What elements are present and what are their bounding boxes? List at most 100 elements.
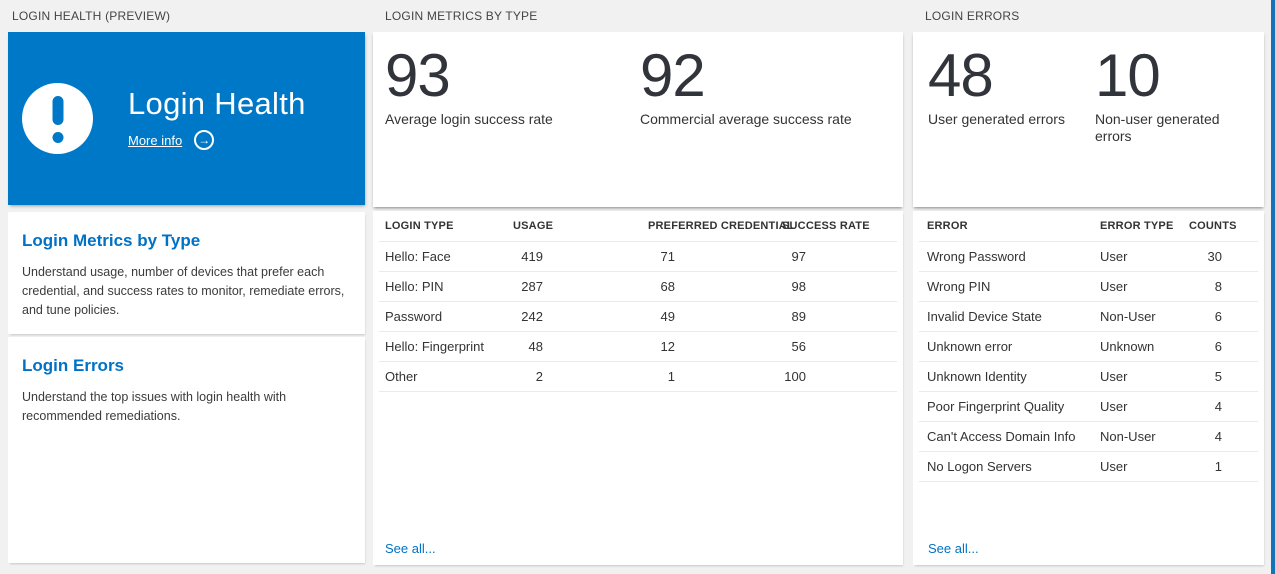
table-cell: 97 xyxy=(791,249,806,264)
nav-tile-title: Login Metrics by Type xyxy=(22,231,201,250)
table-row: Poor Fingerprint Quality User 4 xyxy=(919,392,1258,422)
table-cell: 4 xyxy=(1214,399,1222,414)
section-header-login-errors: LOGIN ERRORS xyxy=(925,9,1020,23)
table-cell: 1 xyxy=(667,369,675,384)
column-header-error-type: ERROR TYPE xyxy=(1100,220,1174,232)
more-info-row: More info → xyxy=(128,130,306,151)
stat-average-success-rate: 93 Average login success rate xyxy=(385,46,640,207)
login-metrics-table: LOGIN TYPE USAGE PREFERRED CREDENTIAL SU… xyxy=(379,211,897,392)
table-cell: 1 xyxy=(1214,459,1222,474)
stat-label: User generated errors xyxy=(928,111,1065,127)
stat-non-user-generated-errors: 10 Non-user generated errors xyxy=(1095,46,1235,207)
table-cell: Wrong Password xyxy=(927,249,1026,264)
table-cell: 71 xyxy=(660,249,675,264)
see-all-link-errors[interactable]: See all... xyxy=(928,541,979,556)
table-row: Hello: Face 419 71 97 xyxy=(379,242,897,272)
table-cell: 6 xyxy=(1214,309,1222,324)
login-errors-stats-tile: 48 User generated errors 10 Non-user gen… xyxy=(913,32,1264,207)
login-errors-table-tile: ERROR ERROR TYPE COUNTS Wrong Password Us… xyxy=(913,211,1264,565)
table-row: Unknown error Unknown 6 xyxy=(919,332,1258,362)
table-cell: 8 xyxy=(1214,279,1222,294)
table-row: Can't Access Domain Info Non-User 4 xyxy=(919,422,1258,452)
stat-value: 48 xyxy=(928,42,994,109)
table-cell: 30 xyxy=(1207,249,1222,264)
table-row: No Logon Servers User 1 xyxy=(919,452,1258,482)
page-title: Login Health xyxy=(128,85,306,121)
table-row: Unknown Identity User 5 xyxy=(919,362,1258,392)
arrow-right-icon[interactable]: → xyxy=(194,130,215,151)
nav-tile-description: Understand usage, number of devices that… xyxy=(22,265,345,317)
stat-commercial-success-rate: 92 Commercial average success rate xyxy=(640,46,852,207)
table-cell: User xyxy=(1100,249,1128,264)
table-cell: Wrong PIN xyxy=(927,279,991,294)
table-cell: 100 xyxy=(784,369,806,384)
table-cell: 49 xyxy=(660,309,675,324)
table-row: Hello: PIN 287 68 98 xyxy=(379,272,897,302)
column-header-counts: COUNTS xyxy=(1189,220,1237,232)
stat-value: 10 xyxy=(1095,42,1161,109)
stat-label: Commercial average success rate xyxy=(640,111,852,127)
login-metrics-stats-tile: 93 Average login success rate 92 Commerc… xyxy=(373,32,903,207)
table-cell: Hello: Face xyxy=(385,249,451,264)
column-header-success-rate: SUCCESS RATE xyxy=(782,220,870,232)
table-header-row: ERROR ERROR TYPE COUNTS xyxy=(919,211,1258,242)
login-errors-column: LOGIN ERRORS 48 User generated errors 10… xyxy=(913,0,1264,565)
table-cell: Invalid Device State xyxy=(927,309,1042,324)
table-cell: 68 xyxy=(660,279,675,294)
login-health-hero-card[interactable]: Login Health More info → xyxy=(8,32,365,205)
table-cell: Hello: Fingerprint xyxy=(385,339,484,354)
table-cell: Unknown xyxy=(1100,339,1155,354)
table-cell: 287 xyxy=(521,279,543,294)
stat-label: Average login success rate xyxy=(385,111,553,127)
table-header-row: LOGIN TYPE USAGE PREFERRED CREDENTIAL SU… xyxy=(379,211,897,242)
login-metrics-table-tile: LOGIN TYPE USAGE PREFERRED CREDENTIAL SU… xyxy=(373,211,903,565)
hero-text-block: Login Health More info → xyxy=(128,85,306,151)
nav-tile-description: Understand the top issues with login hea… xyxy=(22,390,287,423)
stat-label: Non-user generated errors xyxy=(1095,111,1220,144)
nav-tile-login-metrics[interactable]: Login Metrics by Type Understand usage, … xyxy=(8,212,365,334)
column-header-usage: USAGE xyxy=(513,220,554,232)
table-cell: 6 xyxy=(1214,339,1222,354)
nav-tile-title: Login Errors xyxy=(22,356,125,375)
table-row: Password 242 49 89 xyxy=(379,302,897,332)
table-cell: 419 xyxy=(521,249,543,264)
login-metrics-column: LOGIN METRICS BY TYPE 93 Average login s… xyxy=(373,0,903,565)
table-cell: Unknown Identity xyxy=(927,369,1027,384)
table-cell: 242 xyxy=(521,309,543,324)
table-cell: 48 xyxy=(528,339,543,354)
column-header-login-type: LOGIN TYPE xyxy=(385,220,454,232)
table-cell: Password xyxy=(385,309,443,324)
see-all-link-metrics[interactable]: See all... xyxy=(385,541,436,556)
table-body: Wrong Password User 30 Wrong PIN User 8 Invali… xyxy=(919,242,1258,482)
stat-user-generated-errors: 48 User generated errors xyxy=(928,46,1095,207)
table-cell: User xyxy=(1100,279,1128,294)
table-cell: Other xyxy=(385,369,418,384)
login-errors-table: ERROR ERROR TYPE COUNTS Wrong Password Us… xyxy=(919,211,1258,482)
exclamation-bar xyxy=(52,96,63,125)
table-cell: Poor Fingerprint Quality xyxy=(927,399,1065,414)
column-header-preferred-credential: PREFERRED CREDENTIAL xyxy=(648,220,794,232)
table-cell: 2 xyxy=(535,369,543,384)
table-cell: 12 xyxy=(660,339,675,354)
table-cell: No Logon Servers xyxy=(927,459,1032,474)
stat-value: 93 xyxy=(385,42,451,109)
section-header-login-health: LOGIN HEALTH (PREVIEW) xyxy=(12,9,171,23)
exclamation-icon xyxy=(22,83,93,154)
table-cell: User xyxy=(1100,459,1128,474)
exclamation-dot xyxy=(52,132,63,143)
login-health-column: LOGIN HEALTH (PREVIEW) Login Health More… xyxy=(8,0,365,563)
adjacent-blade-edge xyxy=(1271,0,1275,574)
table-row: Wrong Password User 30 xyxy=(919,242,1258,272)
nav-tile-login-errors[interactable]: Login Errors Understand the top issues w… xyxy=(8,337,365,563)
table-cell: Hello: PIN xyxy=(385,279,444,294)
table-cell: Unknown error xyxy=(927,339,1013,354)
table-row: Invalid Device State Non-User 6 xyxy=(919,302,1258,332)
table-body: Hello: Face 419 71 97 Hello: PIN 287 68 98 Passw… xyxy=(379,242,897,392)
section-header-login-metrics: LOGIN METRICS BY TYPE xyxy=(385,9,538,23)
table-cell: 4 xyxy=(1214,429,1222,444)
column-header-error: ERROR xyxy=(927,220,968,232)
table-row: Other 2 1 100 xyxy=(379,362,897,392)
more-info-link[interactable]: More info xyxy=(128,132,183,148)
table-cell: 5 xyxy=(1214,369,1222,384)
table-row: Wrong PIN User 8 xyxy=(919,272,1258,302)
